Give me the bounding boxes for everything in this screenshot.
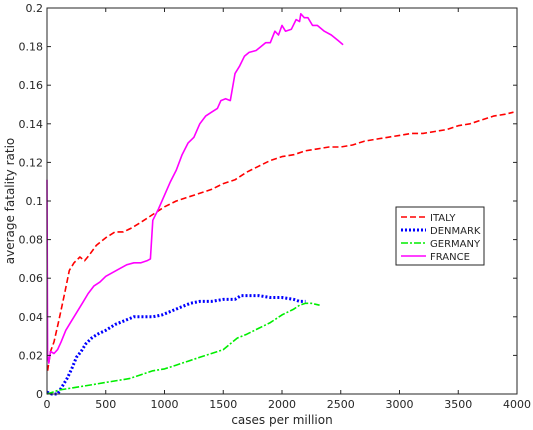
y-tick-label: 0.04 xyxy=(19,311,44,324)
x-axis-label: cases per million xyxy=(231,413,332,427)
y-tick-label: 0.16 xyxy=(19,79,44,92)
legend-label-france: FRANCE xyxy=(430,252,470,263)
x-tick-label: 4000 xyxy=(503,398,531,411)
y-tick-label: 0.1 xyxy=(26,195,44,208)
plot-area xyxy=(47,8,517,394)
series-line-denmark xyxy=(46,294,306,396)
series-layer xyxy=(46,13,514,396)
series-line-germany xyxy=(46,302,320,395)
legend: ITALY DENMARK GERMANY FRANCE xyxy=(395,206,485,266)
legend-label-italy: ITALY xyxy=(430,213,456,224)
x-tick-label: 2500 xyxy=(327,398,355,411)
y-tick-label: 0.18 xyxy=(19,41,44,54)
legend-label-denmark: DENMARK xyxy=(430,226,481,237)
x-tick-label: 1500 xyxy=(209,398,237,411)
y-axis-label: average fatality ratio xyxy=(3,138,17,265)
y-tick-label: 0.14 xyxy=(19,118,44,131)
plot-background xyxy=(47,8,517,394)
y-tick-label: 0.02 xyxy=(19,349,44,362)
x-tick-label: 3000 xyxy=(386,398,414,411)
series-line-italy xyxy=(46,111,514,371)
x-tick-label: 500 xyxy=(95,398,116,411)
y-tick-label: 0.2 xyxy=(26,2,44,15)
y-tick-label: 0.08 xyxy=(19,234,44,247)
legend-label-germany: GERMANY xyxy=(430,239,481,250)
x-tick-label: 1000 xyxy=(151,398,179,411)
series-line-france xyxy=(46,13,344,364)
x-tick-label: 0 xyxy=(44,398,51,411)
x-tick-label: 3500 xyxy=(444,398,472,411)
y-tick-label: 0 xyxy=(36,388,43,401)
axes-layer: 0 500 1000 1500 2000 2500 3000 3500 4000 0 0.02 0.0… xyxy=(19,2,532,411)
x-tick-label: 2000 xyxy=(268,398,296,411)
y-tick-label: 0.12 xyxy=(19,156,44,169)
y-tick-label: 0.06 xyxy=(19,272,44,285)
